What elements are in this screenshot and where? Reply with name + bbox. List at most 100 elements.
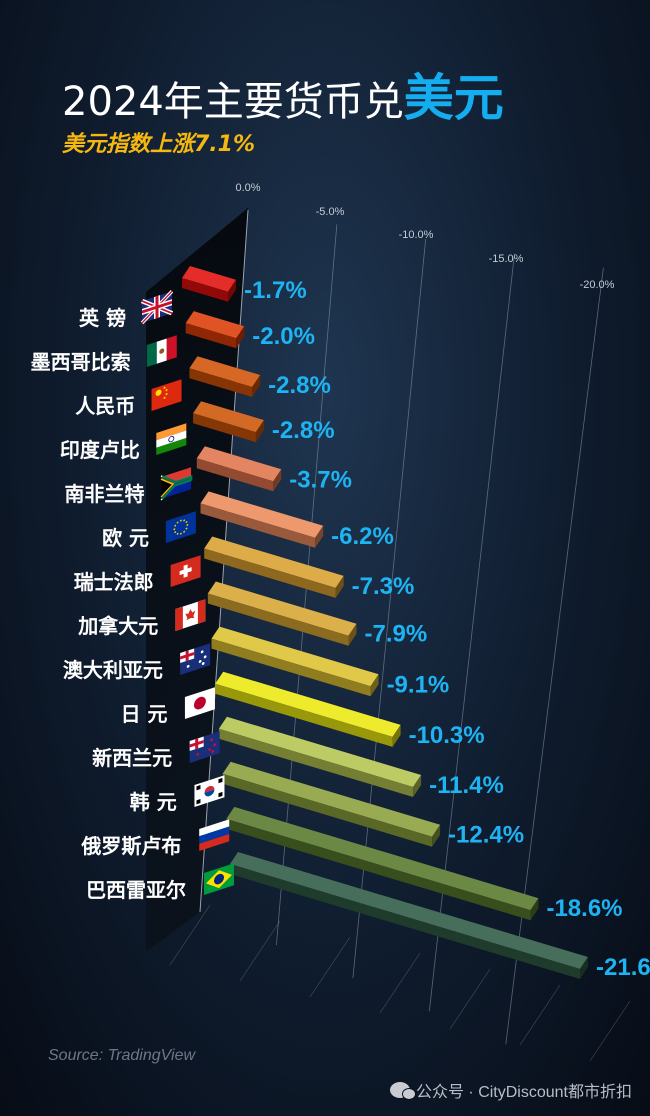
category-label: 韩 元 — [130, 790, 177, 814]
bar-top — [182, 266, 236, 292]
brazil-flag-icon — [204, 863, 234, 895]
bar-front — [222, 773, 433, 847]
value-label: -3.7% — [289, 466, 352, 493]
category-label: 瑞士法郎 — [74, 570, 154, 594]
value-label: -7.3% — [352, 573, 415, 600]
switzerland-flag-icon — [170, 555, 201, 587]
bar-top — [226, 806, 539, 911]
value-label: -21.6% — [596, 954, 650, 981]
bar-end — [255, 420, 264, 443]
bar-end — [392, 724, 401, 747]
japan-flag-icon — [184, 687, 215, 719]
value-label: -9.1% — [387, 671, 450, 698]
value-label: -2.8% — [272, 417, 335, 444]
category-label: 日 元 — [121, 702, 168, 726]
watermark-text: 公众号 · CityDiscount都市折扣 — [415, 1084, 632, 1101]
bar-front — [230, 864, 580, 979]
category-label: 人民币 — [75, 394, 135, 418]
floor-gridline — [379, 952, 421, 1014]
bar-end — [413, 775, 422, 797]
bar-front — [193, 413, 256, 443]
bar-top — [207, 581, 357, 636]
bar-top — [222, 761, 441, 837]
bar-front — [182, 278, 228, 302]
chart-subtitle: 美元指数上涨7.1% — [62, 132, 256, 157]
floor-gridline — [449, 968, 491, 1030]
bar-end — [252, 375, 261, 397]
bar-top — [218, 716, 422, 787]
eu-flag-icon — [165, 511, 196, 543]
bar-top — [211, 626, 379, 687]
bar-top — [196, 446, 282, 482]
gridline — [505, 267, 604, 1045]
value-label: -7.9% — [365, 621, 428, 648]
bar-front — [204, 548, 336, 598]
bar-top — [185, 311, 245, 339]
category-label: 加拿大元 — [77, 614, 158, 638]
floor-gridline — [309, 936, 351, 998]
value-label: -6.2% — [331, 523, 394, 550]
wechat-icon — [389, 1082, 416, 1100]
bar-front — [207, 593, 349, 646]
uk-flag-icon — [140, 290, 174, 325]
bar-front — [189, 368, 253, 397]
bar-front — [211, 638, 371, 697]
value-label: -2.8% — [268, 372, 331, 399]
category-label: 俄罗斯卢布 — [80, 834, 181, 858]
floor-gridline — [519, 984, 561, 1046]
category-label: 欧 元 — [102, 526, 149, 550]
bar-front — [215, 683, 393, 747]
category-label: 巴西雷亚尔 — [86, 878, 186, 902]
value-label: -11.4% — [429, 772, 504, 799]
australia-flag-icon — [180, 643, 211, 675]
value-label: -18.6% — [546, 895, 622, 922]
axis-tick-label: -10.0% — [399, 229, 434, 241]
category-label: 澳大利亚元 — [63, 658, 163, 682]
bar-top — [189, 356, 261, 387]
south-africa-flag-icon — [160, 467, 193, 501]
bar-end — [530, 898, 539, 921]
watermark: 公众号 · CityDiscount都市折扣 — [389, 1078, 632, 1102]
value-label: -2.0% — [252, 323, 315, 350]
category-label: 南非兰特 — [64, 482, 144, 506]
bar-end — [273, 469, 282, 492]
category-label: 墨西哥比索 — [31, 350, 131, 374]
axis-tick-label: -15.0% — [489, 253, 524, 265]
bar-front — [200, 503, 316, 548]
value-label: -1.7% — [244, 277, 307, 304]
bar-end — [335, 575, 344, 598]
korea-flag-icon — [194, 775, 225, 807]
bar-end — [228, 279, 236, 302]
bar-end — [315, 525, 324, 548]
bar-end — [348, 623, 357, 646]
value-label: -10.3% — [409, 722, 485, 749]
china-flag-icon — [151, 379, 182, 411]
bar-top — [200, 491, 324, 538]
bar-top — [215, 671, 401, 737]
canada-flag-icon — [175, 599, 206, 631]
title-main: 2024年主要货币兑 — [62, 79, 404, 125]
category-label: 英 镑 — [79, 306, 126, 330]
russia-flag-icon — [199, 819, 230, 851]
bar-front — [196, 458, 274, 492]
value-label: -12.4% — [448, 822, 524, 849]
bar-top — [204, 536, 344, 588]
bar-front — [226, 818, 531, 921]
title-highlight: 美元 — [403, 69, 504, 127]
bar-top — [193, 401, 264, 433]
floor-gridline — [589, 1000, 631, 1062]
bar-top — [230, 852, 588, 969]
bar-front — [185, 323, 237, 349]
category-label: 印度卢比 — [60, 438, 140, 462]
bar-end — [370, 674, 379, 697]
bar-end — [236, 326, 245, 349]
floor-gridline — [169, 904, 211, 966]
mexico-flag-icon — [146, 335, 177, 367]
new-zealand-flag-icon — [189, 731, 220, 763]
bar-front — [218, 728, 414, 797]
axis-tick-label: -20.0% — [580, 279, 615, 291]
axis-tick-label: -5.0% — [316, 206, 345, 218]
category-label: 新西兰元 — [92, 746, 172, 770]
india-flag-icon — [156, 423, 187, 455]
